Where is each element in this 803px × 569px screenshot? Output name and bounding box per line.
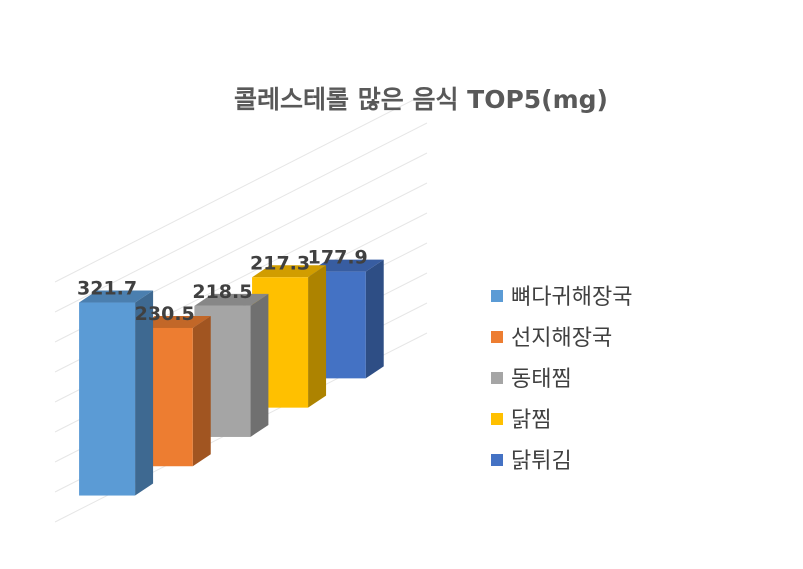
legend-label: 닭튀김	[511, 449, 572, 474]
bar-top	[194, 293, 269, 306]
legend-item: 동태찜	[491, 367, 572, 392]
legend-swatch	[491, 372, 503, 384]
legend-item: 뼈다귀해장국	[491, 285, 632, 310]
bar-3	[194, 293, 269, 437]
data-label: 217.3	[250, 252, 310, 274]
bar-side	[192, 315, 211, 467]
data-label: 218.5	[192, 281, 252, 303]
legend-swatch	[491, 413, 503, 425]
bar-side	[308, 265, 327, 408]
bar-top	[136, 315, 211, 328]
bar-side	[135, 290, 154, 496]
data-label: 177.9	[308, 247, 368, 269]
legend-item: 선지해장국	[491, 326, 612, 351]
legend-item: 닭찜	[491, 408, 551, 433]
gridline	[54, 122, 428, 313]
legend-label: 선지해장국	[511, 326, 612, 351]
bar-top	[79, 290, 154, 303]
legend-label: 닭찜	[511, 408, 551, 433]
legend-swatch	[491, 290, 503, 302]
bar-side	[250, 293, 269, 437]
bars	[79, 259, 384, 496]
data-label: 321.7	[77, 278, 137, 300]
gridline	[54, 92, 428, 283]
legend-item: 닭튀김	[491, 449, 572, 474]
data-label: 230.5	[135, 303, 195, 325]
legend-swatch	[491, 331, 503, 343]
bar-1	[79, 290, 154, 496]
bar-top	[252, 265, 327, 278]
bar-side	[365, 259, 384, 379]
legend-label: 동태찜	[511, 367, 572, 392]
chart-title: 콜레스테롤 많은 음식 TOP5(mg)	[234, 85, 608, 114]
bar-top	[309, 259, 384, 272]
bar-front	[79, 302, 136, 496]
legend-swatch	[491, 454, 503, 466]
legend-label: 뼈다귀해장국	[511, 285, 632, 310]
